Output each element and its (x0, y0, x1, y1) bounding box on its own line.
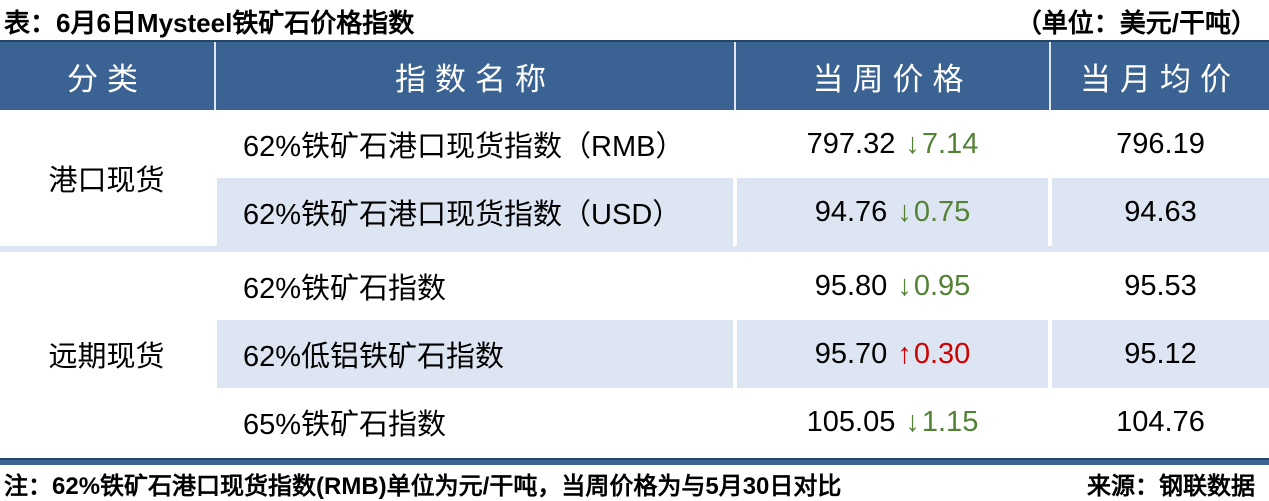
week-price-value: 95.80 (814, 269, 888, 302)
table-title: 表：6月6日Mysteel铁矿石价格指数 (4, 7, 415, 38)
week-price-cell: 105.05 ↓1.15 (733, 388, 1050, 456)
header-week-price: 当周价格 (734, 40, 1050, 110)
table-row: 65%铁矿石指数 105.05 ↓1.15 104.76 (0, 388, 1269, 456)
header-category: 分类 (0, 40, 215, 110)
price-change: ↑0.30 (897, 338, 970, 370)
header-month-avg: 当月均价 (1049, 40, 1269, 110)
price-change-value: 1.15 (921, 405, 979, 438)
category-cell: 远期现货 (0, 246, 215, 456)
price-change-value: 0.75 (913, 195, 971, 228)
price-change: ↓1.15 (905, 406, 978, 438)
month-avg-cell: 796.19 (1048, 110, 1269, 178)
table-body: 港口现货 62%铁矿石港口现货指数（RMB） 797.32 ↓7.14 796.19 62… (0, 110, 1269, 456)
index-name-cell: 62%铁矿石港口现货指数（RMB） (213, 110, 735, 178)
week-price-value: 105.05 (806, 405, 896, 438)
month-avg-cell: 95.12 (1048, 320, 1269, 388)
down-arrow-icon: ↓ (905, 127, 920, 160)
index-name-cell: 62%铁矿石港口现货指数（USD） (213, 178, 735, 249)
month-avg-cell: 94.63 (1048, 178, 1269, 249)
week-price-value: 95.70 (814, 337, 888, 370)
header-row: 分类 指数名称 当周价格 当月均价 (0, 40, 1269, 110)
price-index-table: 分类 指数名称 当周价格 当月均价 港口现货 62%铁矿石港口现货指数（RMB） 7… (0, 40, 1269, 456)
week-price-value: 797.32 (806, 127, 896, 160)
month-avg-cell: 95.53 (1048, 246, 1269, 320)
table-unit-label: （单位：美元/干吨） (1015, 7, 1257, 38)
source-label: 来源：钢联数据 (1087, 472, 1255, 500)
title-bar: 表：6月6日Mysteel铁矿石价格指数 （单位：美元/干吨） (0, 0, 1269, 40)
note-bar: 注：62%铁矿石港口现货指数(RMB)单位为元/干吨，当周价格为与5月30日对比… (0, 465, 1269, 501)
price-change-value: 7.14 (921, 127, 979, 160)
price-change: ↓0.95 (897, 270, 970, 302)
down-arrow-icon: ↓ (897, 195, 912, 228)
price-change: ↓7.14 (905, 128, 978, 160)
down-arrow-icon: ↓ (905, 405, 920, 438)
index-name-cell: 62%低铝铁矿石指数 (213, 320, 735, 388)
footnote: 注：62%铁矿石港口现货指数(RMB)单位为元/干吨，当周价格为与5月30日对比 (4, 472, 842, 500)
week-price-cell: 797.32 ↓7.14 (733, 110, 1050, 178)
index-name-cell: 65%铁矿石指数 (213, 388, 735, 456)
week-price-cell: 94.76 ↓0.75 (733, 178, 1050, 249)
category-cell: 港口现货 (0, 110, 215, 249)
down-arrow-icon: ↓ (897, 269, 912, 302)
table-bottom-bar (0, 458, 1269, 465)
table-row: 62%低铝铁矿石指数 95.70 ↑0.30 95.12 (0, 320, 1269, 388)
price-change: ↓0.75 (897, 196, 970, 228)
table-row: 远期现货 62%铁矿石指数 95.80 ↓0.95 95.53 (0, 246, 1269, 456)
week-price-value: 94.76 (814, 195, 888, 228)
header-index-name: 指数名称 (214, 40, 735, 110)
up-arrow-icon: ↑ (897, 337, 912, 370)
index-name-cell: 62%铁矿石指数 (213, 246, 735, 320)
week-price-cell: 95.80 ↓0.95 (733, 246, 1050, 320)
table-row: 港口现货 62%铁矿石港口现货指数（RMB） 797.32 ↓7.14 796.19 (0, 110, 1269, 249)
month-avg-cell: 104.76 (1048, 388, 1269, 456)
table-row: 62%铁矿石港口现货指数（USD） 94.76 ↓0.75 94.63 (0, 178, 1269, 249)
week-price-cell: 95.70 ↑0.30 (733, 320, 1050, 388)
price-change-value: 0.95 (913, 269, 971, 302)
price-change-value: 0.30 (913, 337, 971, 370)
